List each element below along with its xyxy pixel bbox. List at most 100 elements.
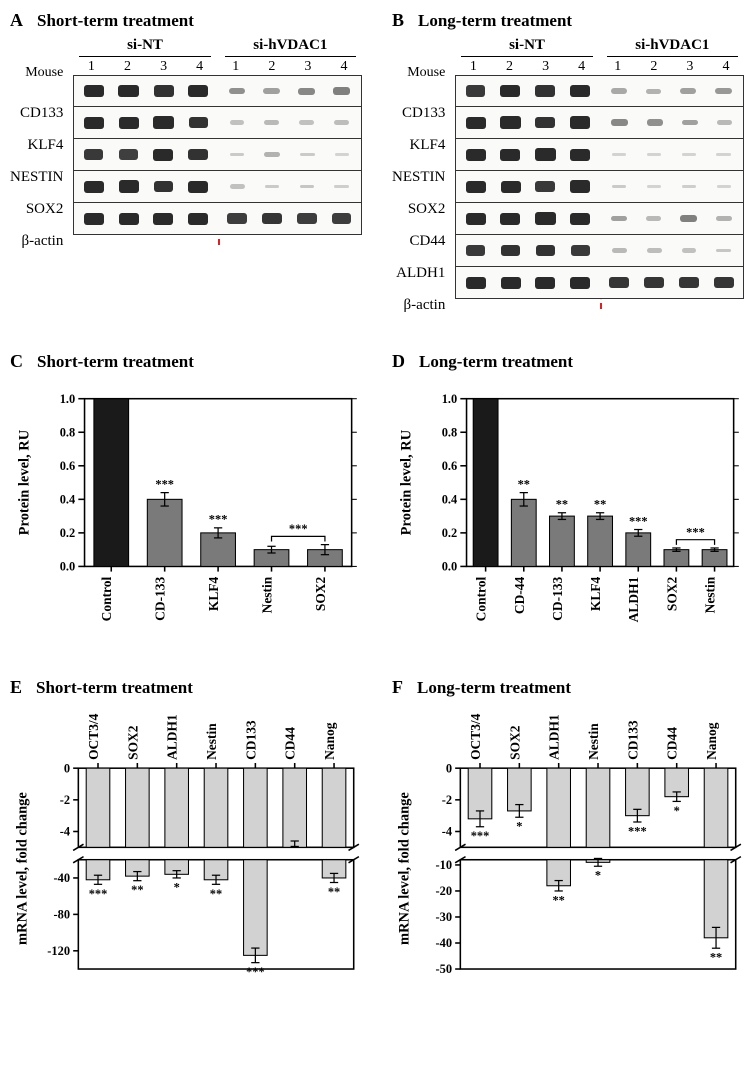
band bbox=[154, 181, 174, 193]
band bbox=[264, 120, 279, 125]
band bbox=[188, 181, 208, 193]
significance: * bbox=[674, 804, 680, 818]
lane-number: 2 bbox=[636, 59, 672, 75]
panel-b-header: B Long-term treatment bbox=[392, 10, 744, 31]
band bbox=[466, 85, 485, 96]
blot-row bbox=[73, 203, 362, 235]
significance: ** bbox=[594, 498, 606, 512]
ytick-label: -4 bbox=[60, 825, 70, 839]
ytick-label: -4 bbox=[442, 825, 452, 839]
band bbox=[679, 277, 699, 288]
band bbox=[682, 153, 696, 156]
ytick-label: -40 bbox=[54, 871, 71, 885]
significance: * bbox=[595, 869, 601, 883]
band bbox=[119, 117, 139, 129]
category-label: SOX2 bbox=[313, 577, 328, 612]
ytick-label: 0.0 bbox=[60, 560, 76, 574]
lane-number: 4 bbox=[182, 59, 218, 75]
band bbox=[84, 85, 104, 97]
band bbox=[535, 181, 554, 192]
band bbox=[682, 120, 698, 126]
ytick-label: -20 bbox=[436, 884, 453, 898]
category-label: SOX2 bbox=[664, 577, 679, 612]
significance: *** bbox=[289, 522, 308, 536]
protein-label: ALDH1 bbox=[392, 257, 445, 289]
band bbox=[84, 117, 104, 129]
bar bbox=[704, 768, 728, 847]
band bbox=[466, 213, 486, 225]
band bbox=[334, 120, 349, 124]
category-label: CD44 bbox=[283, 727, 298, 760]
bar bbox=[204, 768, 228, 847]
lane-number: 2 bbox=[109, 59, 145, 75]
band bbox=[297, 213, 317, 224]
band bbox=[500, 116, 520, 128]
category-label: Control bbox=[474, 577, 489, 622]
figure: A Short-term treatment CD133KLF4NESTINSO… bbox=[10, 10, 744, 984]
band bbox=[570, 116, 591, 129]
category-label: ALDH1 bbox=[626, 576, 641, 622]
bar bbox=[664, 550, 689, 567]
bar bbox=[94, 399, 129, 567]
panel-title: Short-term treatment bbox=[36, 678, 193, 698]
ytick-label: 0.6 bbox=[60, 459, 76, 473]
category-label: CD44 bbox=[665, 727, 680, 760]
protein-label: CD133 bbox=[392, 97, 445, 129]
lane-numbers: 12341234 bbox=[73, 59, 362, 75]
band bbox=[188, 213, 208, 225]
blot-row bbox=[73, 75, 362, 107]
panel-letter: F bbox=[392, 677, 403, 698]
panel-title: Long-term treatment bbox=[418, 11, 572, 31]
band bbox=[612, 248, 627, 253]
lane-number: 1 bbox=[73, 59, 109, 75]
band bbox=[333, 87, 350, 94]
band bbox=[262, 213, 282, 224]
category-label: CD-133 bbox=[153, 576, 168, 620]
ytick-label: 0.6 bbox=[442, 459, 458, 473]
significance: *** bbox=[155, 477, 174, 491]
bar bbox=[165, 768, 189, 847]
band bbox=[570, 213, 590, 225]
bar bbox=[322, 768, 346, 847]
significance: ** bbox=[710, 951, 722, 965]
ytick-label: 0.8 bbox=[442, 425, 458, 439]
category-label: Nestin bbox=[703, 576, 718, 613]
band bbox=[119, 180, 139, 192]
bar bbox=[626, 533, 651, 567]
band bbox=[535, 212, 555, 224]
band bbox=[717, 185, 731, 188]
band bbox=[153, 213, 173, 225]
band bbox=[571, 245, 590, 256]
blot-row bbox=[73, 171, 362, 203]
lane-number: 4 bbox=[326, 59, 362, 75]
ytick-label: 1.0 bbox=[60, 392, 76, 406]
band bbox=[647, 119, 664, 126]
panel-e: E Short-term treatment 0-2-4-40-80-120mR… bbox=[10, 677, 362, 984]
band bbox=[612, 185, 627, 189]
lane-number: 1 bbox=[600, 59, 636, 75]
panel-title: Short-term treatment bbox=[37, 352, 194, 372]
band bbox=[188, 85, 208, 97]
band bbox=[570, 85, 590, 97]
group-label: si-hVDAC1 bbox=[607, 37, 738, 57]
lane-number: 2 bbox=[254, 59, 290, 75]
category-label: Control bbox=[99, 577, 114, 622]
band bbox=[466, 277, 486, 289]
category-label: Nestin bbox=[586, 723, 601, 760]
blot-rows bbox=[455, 75, 744, 299]
panel-c: C Short-term treatment 0.00.20.40.60.81.… bbox=[10, 351, 362, 647]
ytick-label: -10 bbox=[436, 858, 453, 872]
significance: * bbox=[174, 881, 180, 895]
bar bbox=[550, 516, 575, 566]
band bbox=[716, 249, 731, 253]
band bbox=[189, 117, 209, 129]
ytick-label: 0.0 bbox=[442, 560, 458, 574]
band bbox=[611, 88, 627, 93]
significance: ** bbox=[131, 883, 143, 897]
category-label: CD-44 bbox=[512, 576, 527, 614]
band bbox=[646, 216, 661, 221]
significance: *** bbox=[89, 887, 108, 901]
category-label: CD133 bbox=[625, 720, 640, 760]
category-label: Nestin bbox=[260, 576, 275, 613]
band bbox=[229, 88, 246, 95]
